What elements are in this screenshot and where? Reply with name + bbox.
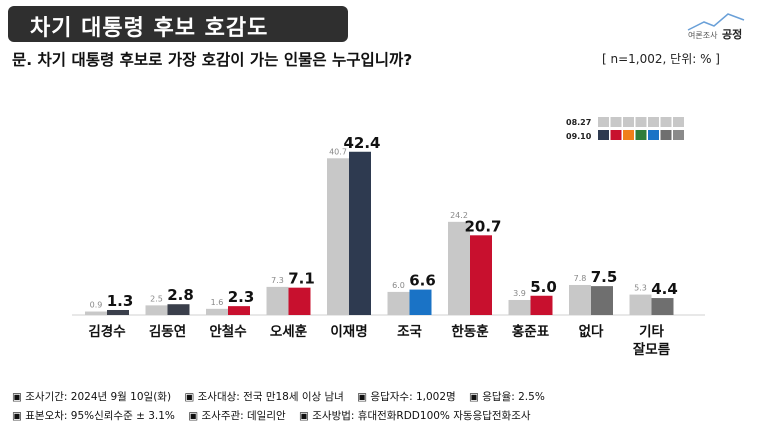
legend-swatch-0910 [610, 130, 622, 140]
data-label-0910: 2.8 [167, 286, 194, 304]
data-label-0910: 7.5 [591, 268, 618, 286]
category-label: 김동연 [149, 324, 186, 340]
data-label-0827: 5.3 [634, 284, 647, 293]
legend-swatch-0910 [635, 130, 647, 140]
bar-0910 [470, 235, 492, 315]
bar-0910 [349, 151, 371, 315]
footer-target: ▣ 조사대상: 전국 만18세 이상 남녀 [184, 391, 344, 403]
data-label-0827: 3.9 [513, 289, 526, 298]
legend-swatch-0827 [660, 117, 672, 127]
legend-label-0910: 09.10 [566, 132, 592, 141]
legend-swatch-0910 [623, 130, 634, 140]
footer-respondents: ▣ 응답자수: 1,002명 [357, 391, 456, 403]
survey-footer: ▣ 조사기간: 2024년 9월 10일(화) ▣ 조사대상: 전국 만18세 … [12, 388, 555, 426]
category-label: 잘모름 [633, 342, 671, 358]
bar-0827 [206, 308, 228, 315]
legend-label-0827: 08.27 [566, 118, 591, 127]
category-label: 이재명 [330, 323, 367, 340]
category-label: 없다 [579, 324, 604, 340]
bar-0910 [228, 306, 250, 315]
category-label: 오세훈 [270, 323, 307, 340]
data-label-0827: 7.8 [574, 274, 587, 283]
data-label-0910: 7.1 [288, 270, 315, 288]
question-text: 문. 차기 대통령 후보로 가장 호감이 가는 인물은 누구입니까? [12, 51, 413, 69]
brand-logo: 여론조사 공정 [684, 10, 754, 44]
chart-title: 차기 대통령 후보 호감도 [30, 16, 269, 41]
bar-0827 [569, 284, 591, 315]
unit-note: [ n=1,002, 단위: % ] [602, 52, 720, 66]
bar-0827 [145, 305, 168, 315]
data-label-0910: 42.4 [343, 134, 380, 152]
footer-response-rate: ▣ 응답율: 2.5% [469, 391, 545, 403]
category-label: 기타 [639, 324, 664, 340]
brand-small: 여론조사 [688, 31, 718, 40]
legend-swatch-0827 [598, 117, 609, 127]
legend-swatch-0910 [598, 130, 609, 140]
footer-error: ▣ 표본오차: 95%신뢰수준 ± 3.1% [12, 410, 175, 422]
data-label-0827: 40.7 [329, 147, 347, 156]
bar-0827 [266, 286, 289, 315]
legend-swatch-0910 [673, 130, 684, 140]
bar-0827 [629, 294, 652, 315]
bar-0910 [591, 286, 613, 315]
bar-0910 [409, 289, 432, 315]
data-label-0910: 5.0 [530, 278, 557, 296]
bar-0827 [85, 311, 107, 315]
footer-period: ▣ 조사기간: 2024년 9월 10일(화) [12, 391, 172, 403]
bar-0827 [508, 299, 531, 315]
bar-0910 [651, 298, 674, 315]
bar-0827 [327, 158, 349, 315]
data-label-0910: 6.6 [409, 272, 436, 290]
legend-swatch-0827 [610, 117, 622, 127]
legend-swatch-0827 [673, 117, 684, 127]
legend-swatch-0827 [623, 117, 634, 127]
bar-0910 [107, 309, 129, 315]
data-label-0910: 4.4 [651, 280, 678, 298]
data-label-0827: 6.0 [392, 281, 405, 290]
data-label-0827: 2.5 [150, 294, 163, 303]
category-label: 한동훈 [451, 323, 488, 340]
bar-0910 [167, 304, 190, 315]
data-label-0910: 2.3 [228, 288, 255, 306]
trend-line-icon [687, 13, 745, 31]
data-label-0827: 0.9 [90, 301, 103, 310]
category-label: 안철수 [209, 323, 246, 340]
brand-big: 공정 [722, 28, 743, 41]
bar-0910 [530, 295, 553, 315]
legend-swatch-0910 [648, 130, 659, 140]
data-label-0910: 1.3 [107, 292, 134, 310]
footer-row-1: ▣ 조사기간: 2024년 9월 10일(화) ▣ 조사대상: 전국 만18세 … [12, 388, 555, 407]
footer-method: ▣ 조사방법: 휴대전화RDD100% 자동응답전화조사 [299, 410, 531, 422]
legend-swatch-0827 [635, 117, 647, 127]
bar-0827 [448, 221, 470, 315]
legend-swatch-0910 [660, 130, 672, 140]
data-label-0827: 7.3 [271, 276, 284, 285]
bar-0910 [288, 287, 311, 315]
title-banner: 차기 대통령 후보 호감도 [8, 6, 348, 42]
category-label: 홍준표 [512, 323, 550, 340]
footer-sponsor: ▣ 조사주관: 데일리안 [188, 410, 286, 422]
bar-0827 [387, 291, 410, 315]
data-label-0827: 24.2 [450, 211, 468, 220]
legend-swatch-0827 [648, 117, 659, 127]
category-label: 조국 [397, 324, 422, 340]
data-label-0910: 20.7 [464, 217, 501, 235]
data-label-0827: 1.6 [211, 298, 224, 307]
category-label: 김경수 [88, 323, 125, 340]
footer-row-2: ▣ 표본오차: 95%신뢰수준 ± 3.1% ▣ 조사주관: 데일리안 ▣ 조사… [12, 407, 555, 426]
